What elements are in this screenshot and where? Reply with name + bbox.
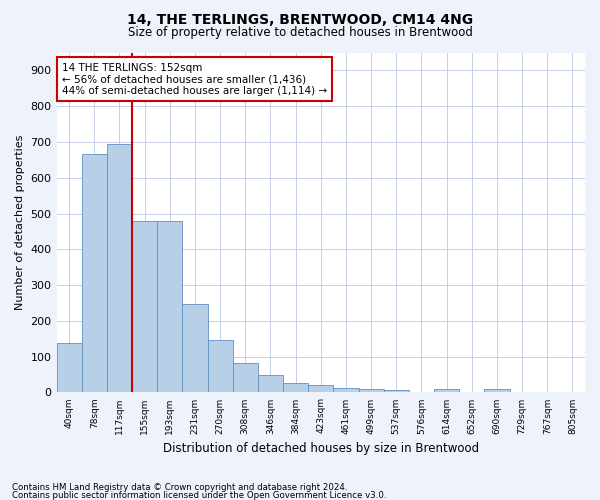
Bar: [283, 383, 308, 392]
Text: Contains HM Land Registry data © Crown copyright and database right 2024.: Contains HM Land Registry data © Crown c…: [12, 484, 347, 492]
Text: 14 THE TERLINGS: 152sqm
← 56% of detached houses are smaller (1,436)
44% of semi: 14 THE TERLINGS: 152sqm ← 56% of detache…: [62, 62, 327, 96]
X-axis label: Distribution of detached houses by size in Brentwood: Distribution of detached houses by size …: [163, 442, 479, 455]
Bar: [157, 220, 182, 392]
Text: 14, THE TERLINGS, BRENTWOOD, CM14 4NG: 14, THE TERLINGS, BRENTWOOD, CM14 4NG: [127, 12, 473, 26]
Bar: [132, 220, 157, 392]
Bar: [383, 390, 409, 392]
Bar: [56, 343, 82, 392]
Bar: [308, 384, 334, 392]
Bar: [107, 144, 132, 392]
Bar: [208, 340, 233, 392]
Bar: [334, 388, 359, 392]
Y-axis label: Number of detached properties: Number of detached properties: [15, 135, 25, 310]
Bar: [434, 389, 459, 392]
Bar: [484, 389, 509, 392]
Bar: [233, 363, 258, 392]
Bar: [82, 154, 107, 392]
Text: Size of property relative to detached houses in Brentwood: Size of property relative to detached ho…: [128, 26, 472, 39]
Text: Contains public sector information licensed under the Open Government Licence v3: Contains public sector information licen…: [12, 490, 386, 500]
Bar: [359, 389, 383, 392]
Bar: [182, 304, 208, 392]
Bar: [258, 374, 283, 392]
